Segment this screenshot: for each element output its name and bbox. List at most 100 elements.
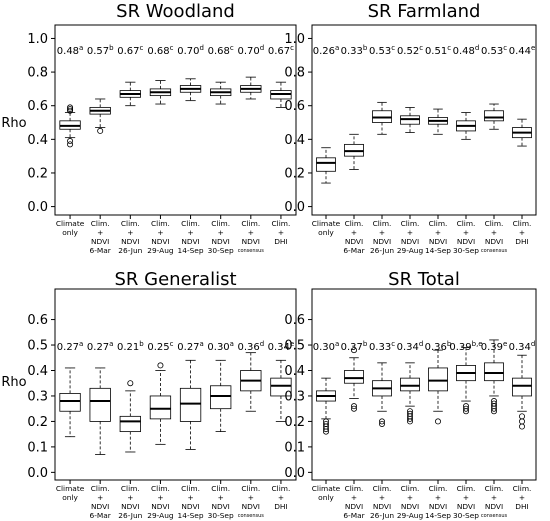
box-6 bbox=[210, 359, 232, 433]
significance-label: 0.30a bbox=[313, 340, 340, 353]
y-tick-label: 0.3 bbox=[27, 389, 48, 404]
box-1 bbox=[316, 377, 336, 435]
significance-label: 0.33b bbox=[341, 44, 368, 57]
significance-label: 0.51c bbox=[425, 44, 451, 57]
x-category-label: Clim. + NDVI 26-Jun bbox=[118, 484, 142, 520]
box-3 bbox=[372, 101, 392, 135]
outlier-point bbox=[519, 413, 526, 420]
chart-title: SR Generalist bbox=[114, 269, 236, 290]
outlier-point bbox=[434, 418, 441, 425]
box-5 bbox=[428, 349, 448, 425]
chart-title: SR Farmland bbox=[368, 1, 481, 22]
iqr-box bbox=[512, 377, 532, 397]
significance-label: 0.39e bbox=[481, 340, 508, 353]
iqr-box bbox=[270, 377, 292, 397]
box-8 bbox=[270, 81, 292, 108]
box-5 bbox=[179, 359, 202, 450]
outlier-point bbox=[322, 418, 329, 425]
y-tick-label: 0.4 bbox=[284, 364, 305, 379]
significance-label: 0.34d bbox=[397, 340, 424, 353]
x-category-label: Clim. + DHI bbox=[272, 219, 291, 246]
chart-panel-1: SR Woodland Rho 0.0 0.2 0.4 0.6 0.8 1.0 0.48a 0.5… bbox=[1, 1, 297, 255]
box-2 bbox=[344, 347, 364, 412]
outlier-point bbox=[97, 127, 104, 134]
chart-title: SR Woodland bbox=[116, 1, 235, 22]
box-2 bbox=[89, 367, 111, 455]
x-category-label: Clim. + NDVI consensus bbox=[238, 484, 265, 519]
iqr-box bbox=[428, 367, 448, 392]
y-tick-label: 0.5 bbox=[284, 339, 305, 354]
x-category-label: Clim. + NDVI 14-Sep bbox=[178, 484, 204, 520]
x-category-label: Clim. + NDVI 26-Jun bbox=[118, 219, 142, 255]
box-4 bbox=[149, 362, 172, 445]
outlier-point bbox=[67, 106, 74, 113]
y-tick-label: 0.4 bbox=[27, 133, 48, 148]
x-category-label: Climate only bbox=[312, 219, 341, 237]
y-tick-label: 0.4 bbox=[27, 364, 48, 379]
chart-title: SR Total bbox=[388, 269, 460, 290]
x-category-label: Clim. + NDVI 29-Aug bbox=[147, 484, 174, 520]
y-tick-label: 0.4 bbox=[284, 133, 305, 148]
x-category-label: Clim. + NDVI 29-Aug bbox=[397, 219, 424, 255]
x-category-label: Climate only bbox=[312, 484, 341, 502]
x-category-label: Clim. + NDVI 6-Mar bbox=[90, 219, 112, 255]
iqr-box bbox=[400, 377, 420, 392]
significance-label: 0.67c bbox=[117, 44, 143, 57]
outlier-point bbox=[490, 400, 497, 407]
box-7 bbox=[484, 339, 504, 415]
iqr-box bbox=[179, 387, 202, 422]
x-category-label: Climate only bbox=[56, 219, 85, 237]
x-category-label: Clim. + NDVI 30-Sep bbox=[208, 484, 234, 520]
x-category-label: Clim. + NDVI 26-Jun bbox=[370, 484, 394, 520]
box-2 bbox=[344, 133, 364, 171]
box-2 bbox=[89, 98, 111, 134]
chart-panel-3: SR Generalist Rho 0.0 0.1 0.2 0.3 0.4 0.5 0.6 0.2… bbox=[1, 269, 297, 520]
iqr-box bbox=[344, 370, 364, 384]
significance-label: 0.67c bbox=[268, 44, 294, 57]
y-tick-label: 0.0 bbox=[27, 200, 48, 215]
iqr-box bbox=[59, 393, 81, 412]
iqr-box bbox=[484, 110, 504, 122]
iqr-box bbox=[316, 157, 336, 172]
y-tick-label: 0.0 bbox=[284, 466, 305, 481]
y-tick-label: 0.6 bbox=[27, 313, 48, 328]
plot-frame bbox=[311, 288, 537, 481]
significance-label: 0.53c bbox=[369, 44, 395, 57]
box-3 bbox=[119, 380, 141, 453]
box-4 bbox=[149, 80, 172, 105]
significance-label: 0.27a bbox=[87, 340, 114, 353]
x-category-label: Clim. + NDVI 6-Mar bbox=[343, 484, 365, 520]
outlier-point bbox=[127, 380, 134, 387]
iqr-box bbox=[210, 385, 232, 410]
x-category-label: Clim. + NDVI 30-Sep bbox=[208, 219, 234, 255]
y-tick-label: 0.8 bbox=[27, 66, 48, 81]
significance-label: 0.70d bbox=[177, 44, 204, 57]
outlier-point bbox=[406, 408, 413, 415]
box-1 bbox=[316, 147, 336, 184]
outlier-point bbox=[350, 347, 357, 354]
box-5 bbox=[179, 78, 202, 102]
outlier-point bbox=[378, 418, 385, 425]
plot-frame bbox=[311, 24, 537, 216]
significance-label: 0.27a bbox=[177, 340, 204, 353]
outlier-point bbox=[67, 141, 74, 148]
outlier-point bbox=[462, 403, 469, 410]
y-tick-label: 0.1 bbox=[284, 440, 305, 455]
outlier-point bbox=[350, 405, 357, 412]
iqr-box bbox=[119, 415, 141, 433]
box-6 bbox=[456, 347, 476, 415]
box-6 bbox=[210, 81, 232, 105]
significance-label: 0.21b bbox=[117, 340, 144, 353]
significance-label: 0.48a bbox=[57, 44, 84, 57]
y-tick-label: 0.6 bbox=[284, 99, 305, 114]
y-axis-label: Rho bbox=[1, 375, 26, 390]
x-category-label: Clim. + NDVI 26-Jun bbox=[370, 219, 394, 255]
significance-label: 0.57b bbox=[87, 44, 114, 57]
x-category-label: Clim. + NDVI consensus bbox=[481, 484, 508, 519]
box-8 bbox=[512, 354, 532, 430]
x-category-label: Clim. + NDVI 6-Mar bbox=[90, 484, 112, 520]
outlier-point bbox=[67, 138, 74, 145]
